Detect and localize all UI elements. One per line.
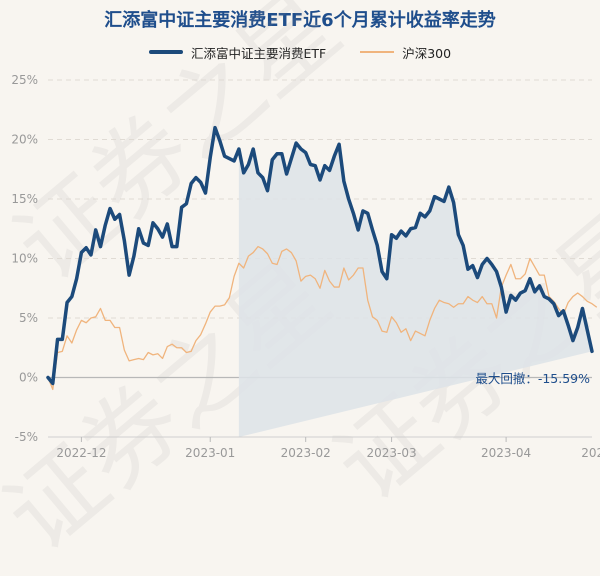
y-tick-label: 10% [11, 252, 38, 266]
legend-item-etf[interactable]: 汇添富中证主要消费ETF [148, 43, 327, 62]
legend-label-hs300: 沪深300 [402, 45, 452, 61]
x-tick-label: 2023-05 [581, 446, 600, 460]
legend-swatch-etf [148, 50, 183, 54]
y-tick-label: 25% [11, 73, 38, 87]
drawdown-area [238, 143, 592, 437]
x-tick-label: 2022-12 [56, 446, 106, 460]
chart-title: 汇添富中证主要消费ETF近6个月累计收益率走势 [104, 10, 496, 31]
y-tick-label: 0% [19, 371, 38, 385]
chart-canvas: -5% 0% 5% 10% 15% 20% 25% 2022-12 2023-01 2023-02… [11, 73, 600, 460]
y-tick-label: 15% [11, 192, 38, 206]
series-line-etf [46, 125, 594, 386]
series-line-hs300 [47, 245, 598, 391]
legend-item-hs300[interactable]: 沪深300 [360, 43, 451, 62]
legend: 汇添富中证主要消费ETF 沪深300 [0, 42, 600, 62]
y-tick-label: 20% [11, 133, 38, 147]
max-drawdown-annotation: 最大回撤：-15.59% [475, 371, 590, 386]
x-tick-label: 2023-03 [367, 446, 417, 460]
legend-swatch-hs300 [360, 51, 395, 53]
x-tick-label: 2023-04 [481, 446, 531, 460]
y-tick-label: -5% [15, 430, 38, 444]
x-tick-label: 2023-01 [185, 446, 235, 460]
legend-label-etf: 汇添富中证主要消费ETF [190, 45, 327, 61]
x-tick-label: 2023-02 [281, 446, 331, 460]
y-tick-label: 5% [19, 311, 38, 325]
